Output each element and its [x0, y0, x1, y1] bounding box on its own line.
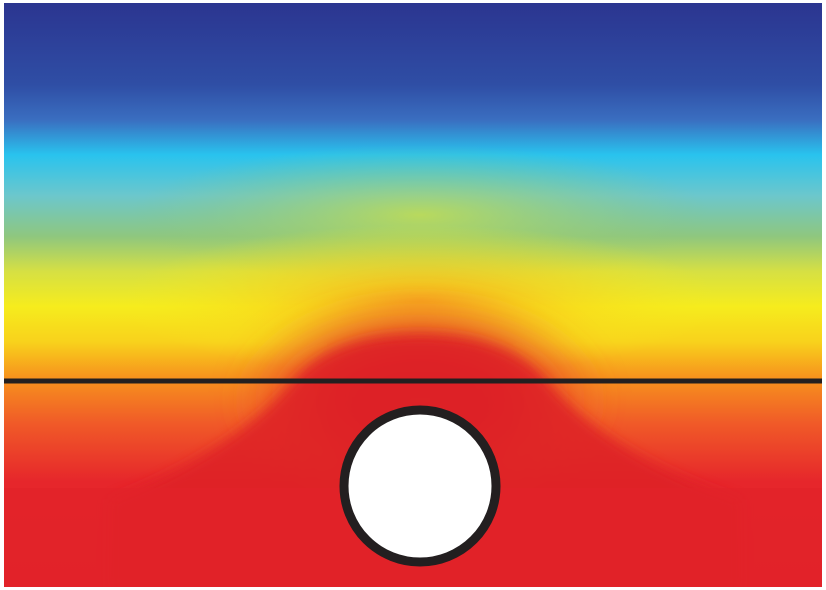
- circular-object: [339, 405, 501, 567]
